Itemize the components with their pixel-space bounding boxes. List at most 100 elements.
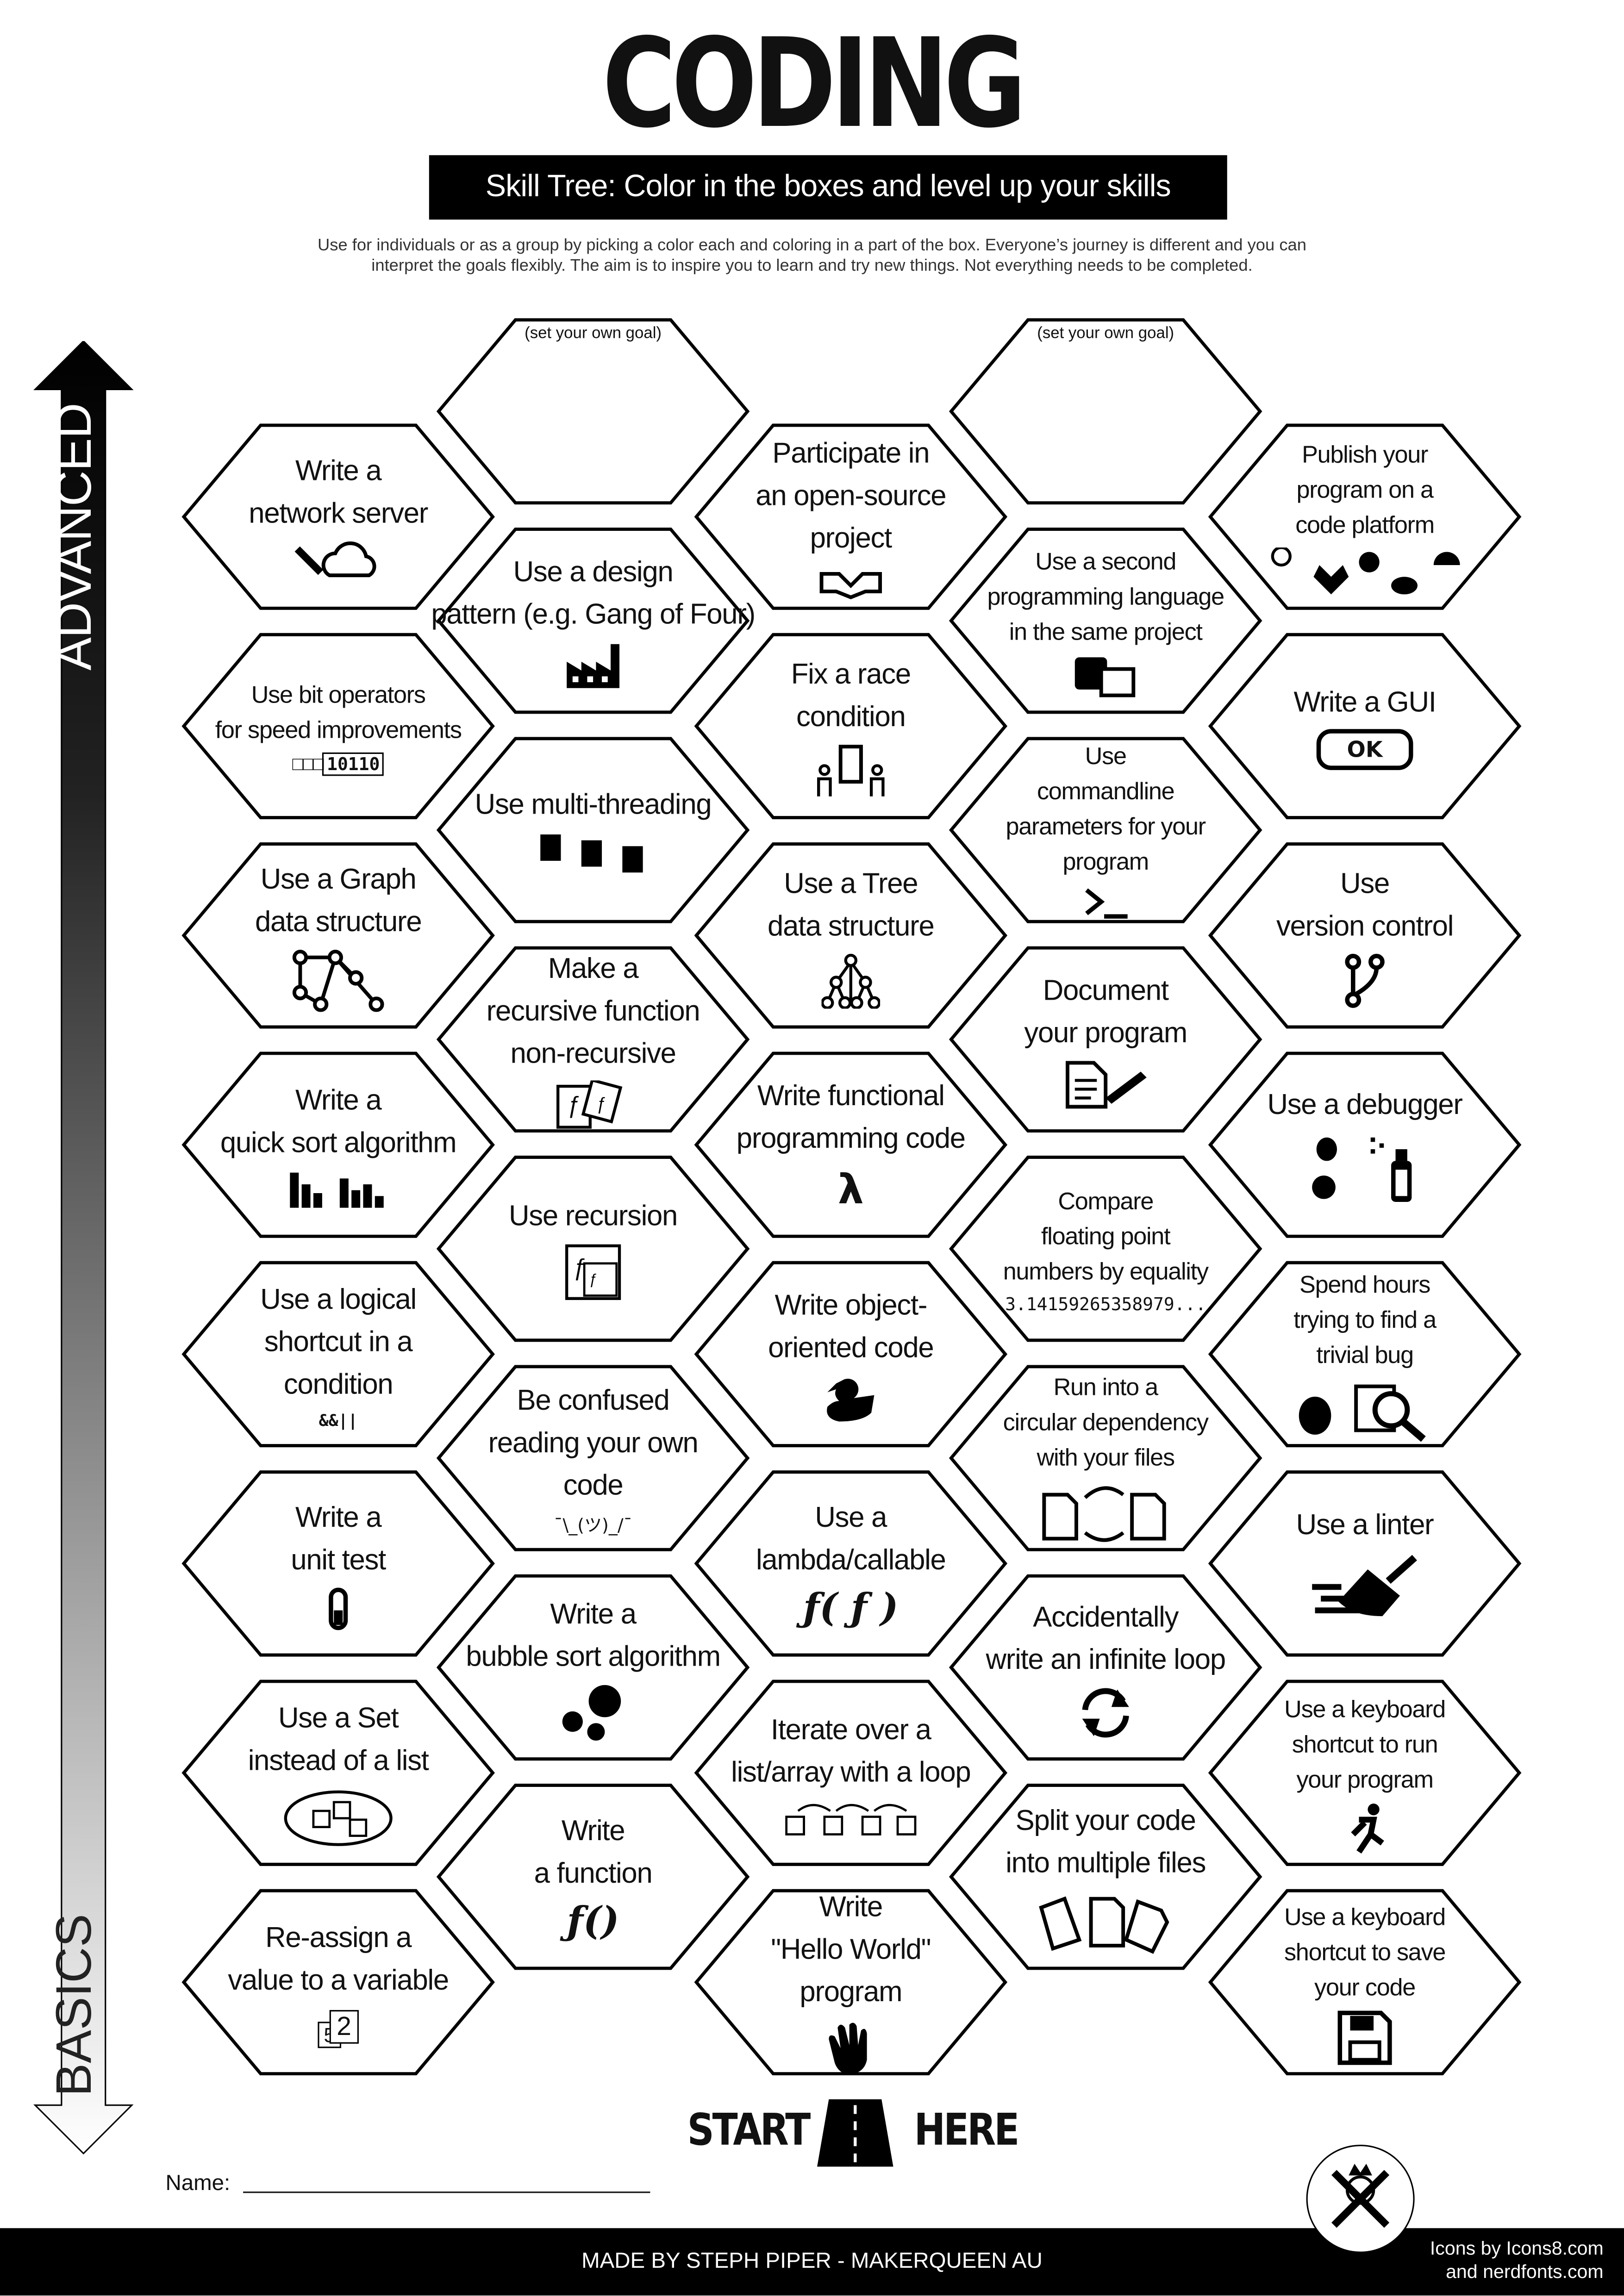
subtitle-banner: Skill Tree: Color in the boxes and level… <box>429 155 1227 220</box>
subtitle: Skill Tree: Color in the boxes and level… <box>485 169 1171 204</box>
skill-hex-document-your-program[interactable]: Document your program <box>949 946 1262 1133</box>
hex-outline <box>181 1261 495 1448</box>
pi-icon: 3.14159265358979... <box>1005 1294 1206 1314</box>
hex-content: Spend hours trying to find a trivial bug <box>1243 1261 1487 1448</box>
skill-hex-custom-goal[interactable]: (set your own goal) <box>949 317 1262 505</box>
icon-credit: Icons by Icons8.com and nerdfonts.com <box>1430 2237 1604 2284</box>
chips-icon <box>535 832 652 876</box>
duck-icon <box>822 1374 881 1424</box>
level-arrow <box>33 341 134 2155</box>
skill-hex-use-a-lambda-callable[interactable]: Use a lambda/callable ƒ( ƒ ) <box>694 1470 1008 1657</box>
hex-content: Publish your program on a code platform <box>1243 423 1487 610</box>
skill-hex-use-a-graph-data-structure[interactable]: Use a Graph data structure <box>181 842 495 1029</box>
skill-hex-run-into-a-circular-dependency-with-your-files[interactable]: Run into a circular dependency with your f… <box>949 1364 1262 1552</box>
skill-hex-use-multi-threading[interactable]: Use multi-threading <box>436 736 750 924</box>
skill-label-line: commandline <box>1037 778 1175 805</box>
skill-label-line: write an infinite loop <box>986 1643 1226 1676</box>
skill-label-line: Write <box>819 1891 883 1924</box>
skill-label-line: Publish your <box>1302 441 1428 468</box>
hex-outline <box>949 528 1262 714</box>
skill-hex-write-a-network-server[interactable]: Write a network server <box>181 423 495 610</box>
skill-hex-use-recursion[interactable]: Use recursion ƒ ƒ <box>436 1155 750 1343</box>
name-label: Name: <box>165 2171 231 2196</box>
skill-hex-use-a-keyboard-shortcut-to-run-your-program[interactable]: Use a keyboard shortcut to run your progra… <box>1208 1679 1522 1867</box>
skill-hex-re-assign-a-value-to-a-variable[interactable]: Re-assign a value to a variable 52 <box>181 1889 495 2076</box>
skill-hex-accidentally-write-an-infinite-loop[interactable]: Accidentally write an infinite loop <box>949 1574 1262 1761</box>
skill-hex-compare-floating-point-numbers-by-equality[interactable]: Compare floating point numbers by equality… <box>949 1155 1262 1343</box>
hex-content: Make a recursive function non-recursive ƒ ƒ <box>472 946 715 1133</box>
skill-hex-write-functional-programming-code[interactable]: Write functional programming code λ <box>694 1051 1008 1238</box>
skill-hex-use-a-second-programming-language-in-the-same-project[interactable]: Use a second programming language in the s… <box>949 527 1262 715</box>
hex-outline <box>694 1889 1008 2076</box>
skill-hex-publish-your-program-on-a-code-platform[interactable]: Publish your program on a code platform <box>1208 423 1522 610</box>
icon-text: ¯\_(ツ)_/¯ <box>554 1514 632 1535</box>
skill-label-line: oriented code <box>768 1331 934 1364</box>
skill-hex-participate-in-an-open-source-project[interactable]: Participate in an open-source project <box>694 423 1008 610</box>
skill-label-line: Use recursion <box>509 1200 678 1233</box>
hex-content: Participate in an open-source project <box>729 423 972 610</box>
hex-outline <box>1208 1680 1522 1866</box>
skill-hex-use-a-set-instead-of-a-list[interactable]: Use a Set instead of a list <box>181 1679 495 1867</box>
name-input-line[interactable] <box>243 2191 650 2193</box>
icon-text: 3.14159265358979... <box>1005 1293 1206 1314</box>
skill-hex-use-a-logical-shortcut-in-a-condition[interactable]: Use a logical shortcut in a condition &&|| <box>181 1261 495 1448</box>
skill-hex-split-your-code-into-multiple-files[interactable]: Split your code into multiple files <box>949 1783 1262 1971</box>
start-label: START <box>687 2105 811 2157</box>
hex-outline <box>694 842 1008 1029</box>
skill-hex-use-a-design-pattern-e-g-gang-of-four[interactable]: Use a design pattern (e.g. Gang of Four) <box>431 527 756 715</box>
hex-outline <box>694 423 1008 610</box>
skill-hex-write-a-bubble-sort-algorithm[interactable]: Write a bubble sort algorithm <box>436 1574 750 1761</box>
function-icon: ƒ() <box>567 1899 619 1943</box>
skill-label-line: an open-source <box>756 480 946 513</box>
skill-hex-spend-hours-trying-to-find-a-trivial-bug[interactable]: Spend hours trying to find a trivial bug <box>1208 1261 1522 1448</box>
hex-outline <box>181 1680 495 1866</box>
hex-content: Write a bubble sort algorithm <box>466 1574 721 1761</box>
hex-content: Write a quick sort algorithm <box>217 1051 460 1238</box>
skill-label-line: shortcut to run <box>1292 1731 1438 1758</box>
skill-label-line: Use multi-threading <box>475 789 712 821</box>
skill-hex-write-hello-world-program[interactable]: Write "Hello World" program <box>694 1889 1008 2076</box>
skill-hex-write-object-oriented-code[interactable]: Write object-oriented code <box>694 1261 1008 1448</box>
skill-hex-use-bit-operators-for-speed-improvements[interactable]: Use bit operators for speed improvements □… <box>181 633 495 820</box>
skill-label-line: unit test <box>291 1543 386 1576</box>
skill-hex-use-a-keyboard-shortcut-to-save-your-code[interactable]: Use a keyboard shortcut to save your code <box>1208 1889 1522 2076</box>
skill-hex-fix-a-race-condition[interactable]: Fix a race condition <box>694 633 1008 820</box>
skill-hex-use-a-linter[interactable]: Use a linter <box>1208 1470 1522 1657</box>
skill-hex-be-confused-reading-your-own-code[interactable]: Be confused reading your own code ¯\_(ツ)_/¯ <box>436 1364 750 1552</box>
skill-label-line: list/array with a loop <box>731 1756 971 1788</box>
skill-hex-use-a-tree-data-structure[interactable]: Use a Tree data structure <box>694 842 1008 1029</box>
skill-label-line: Document <box>1043 974 1169 1007</box>
skill-hex-custom-goal[interactable]: (set your own goal) <box>436 317 750 505</box>
hex-outline <box>436 946 750 1133</box>
hex-content: Write "Hello World" program <box>729 1889 972 2076</box>
skill-label-line: trivial bug <box>1316 1342 1414 1369</box>
skill-hex-make-a-recursive-function-non-recursive[interactable]: Make a recursive function non-recursive ƒ ƒ <box>436 946 750 1133</box>
skill-label-line: Write object- <box>775 1289 927 1321</box>
skill-hex-use-a-debugger[interactable]: Use a debugger <box>1208 1051 1522 1238</box>
hex-outline <box>181 1470 495 1657</box>
skill-label-line: in the same project <box>1009 618 1203 645</box>
code-platforms-icon <box>1269 547 1460 597</box>
skill-hex-write-a-unit-test[interactable]: Write a unit test <box>181 1470 495 1657</box>
skill-hex-use-version-control[interactable]: Use version control <box>1208 842 1522 1029</box>
skill-label-line: "Hello World" <box>771 1934 931 1966</box>
skill-label-line: recursive function <box>486 995 700 1028</box>
skill-hex-write-a-function[interactable]: Write a function ƒ() <box>436 1783 750 1971</box>
skill-label-line: trying to find a <box>1293 1307 1437 1333</box>
svg-text:ƒ: ƒ <box>596 1095 606 1114</box>
skill-label-line: network server <box>249 497 428 529</box>
skill-hex-write-a-gui[interactable]: Write a GUI OK <box>1208 633 1522 820</box>
hex-outline <box>694 1052 1008 1238</box>
skill-label-line: Use a logical <box>260 1283 417 1316</box>
skill-hex-use-commandline-parameters-for-your-program[interactable]: Use commandline parameters for your program <box>949 736 1262 924</box>
floppy-disk-icon <box>1337 2009 1393 2065</box>
hex-outline <box>1208 1052 1522 1238</box>
skill-label-line: Write a GUI <box>1293 686 1437 719</box>
skill-label-line: bubble sort algorithm <box>466 1640 721 1673</box>
skill-hex-iterate-over-a-list-array-with-a-loop[interactable]: Iterate over a list/array with a loop <box>694 1679 1008 1867</box>
skill-label-line: version control <box>1276 909 1454 942</box>
hex-outline <box>1208 633 1522 820</box>
skill-hex-write-a-quick-sort-algorithm[interactable]: Write a quick sort algorithm <box>181 1051 495 1238</box>
hex-outline <box>181 1889 495 2076</box>
